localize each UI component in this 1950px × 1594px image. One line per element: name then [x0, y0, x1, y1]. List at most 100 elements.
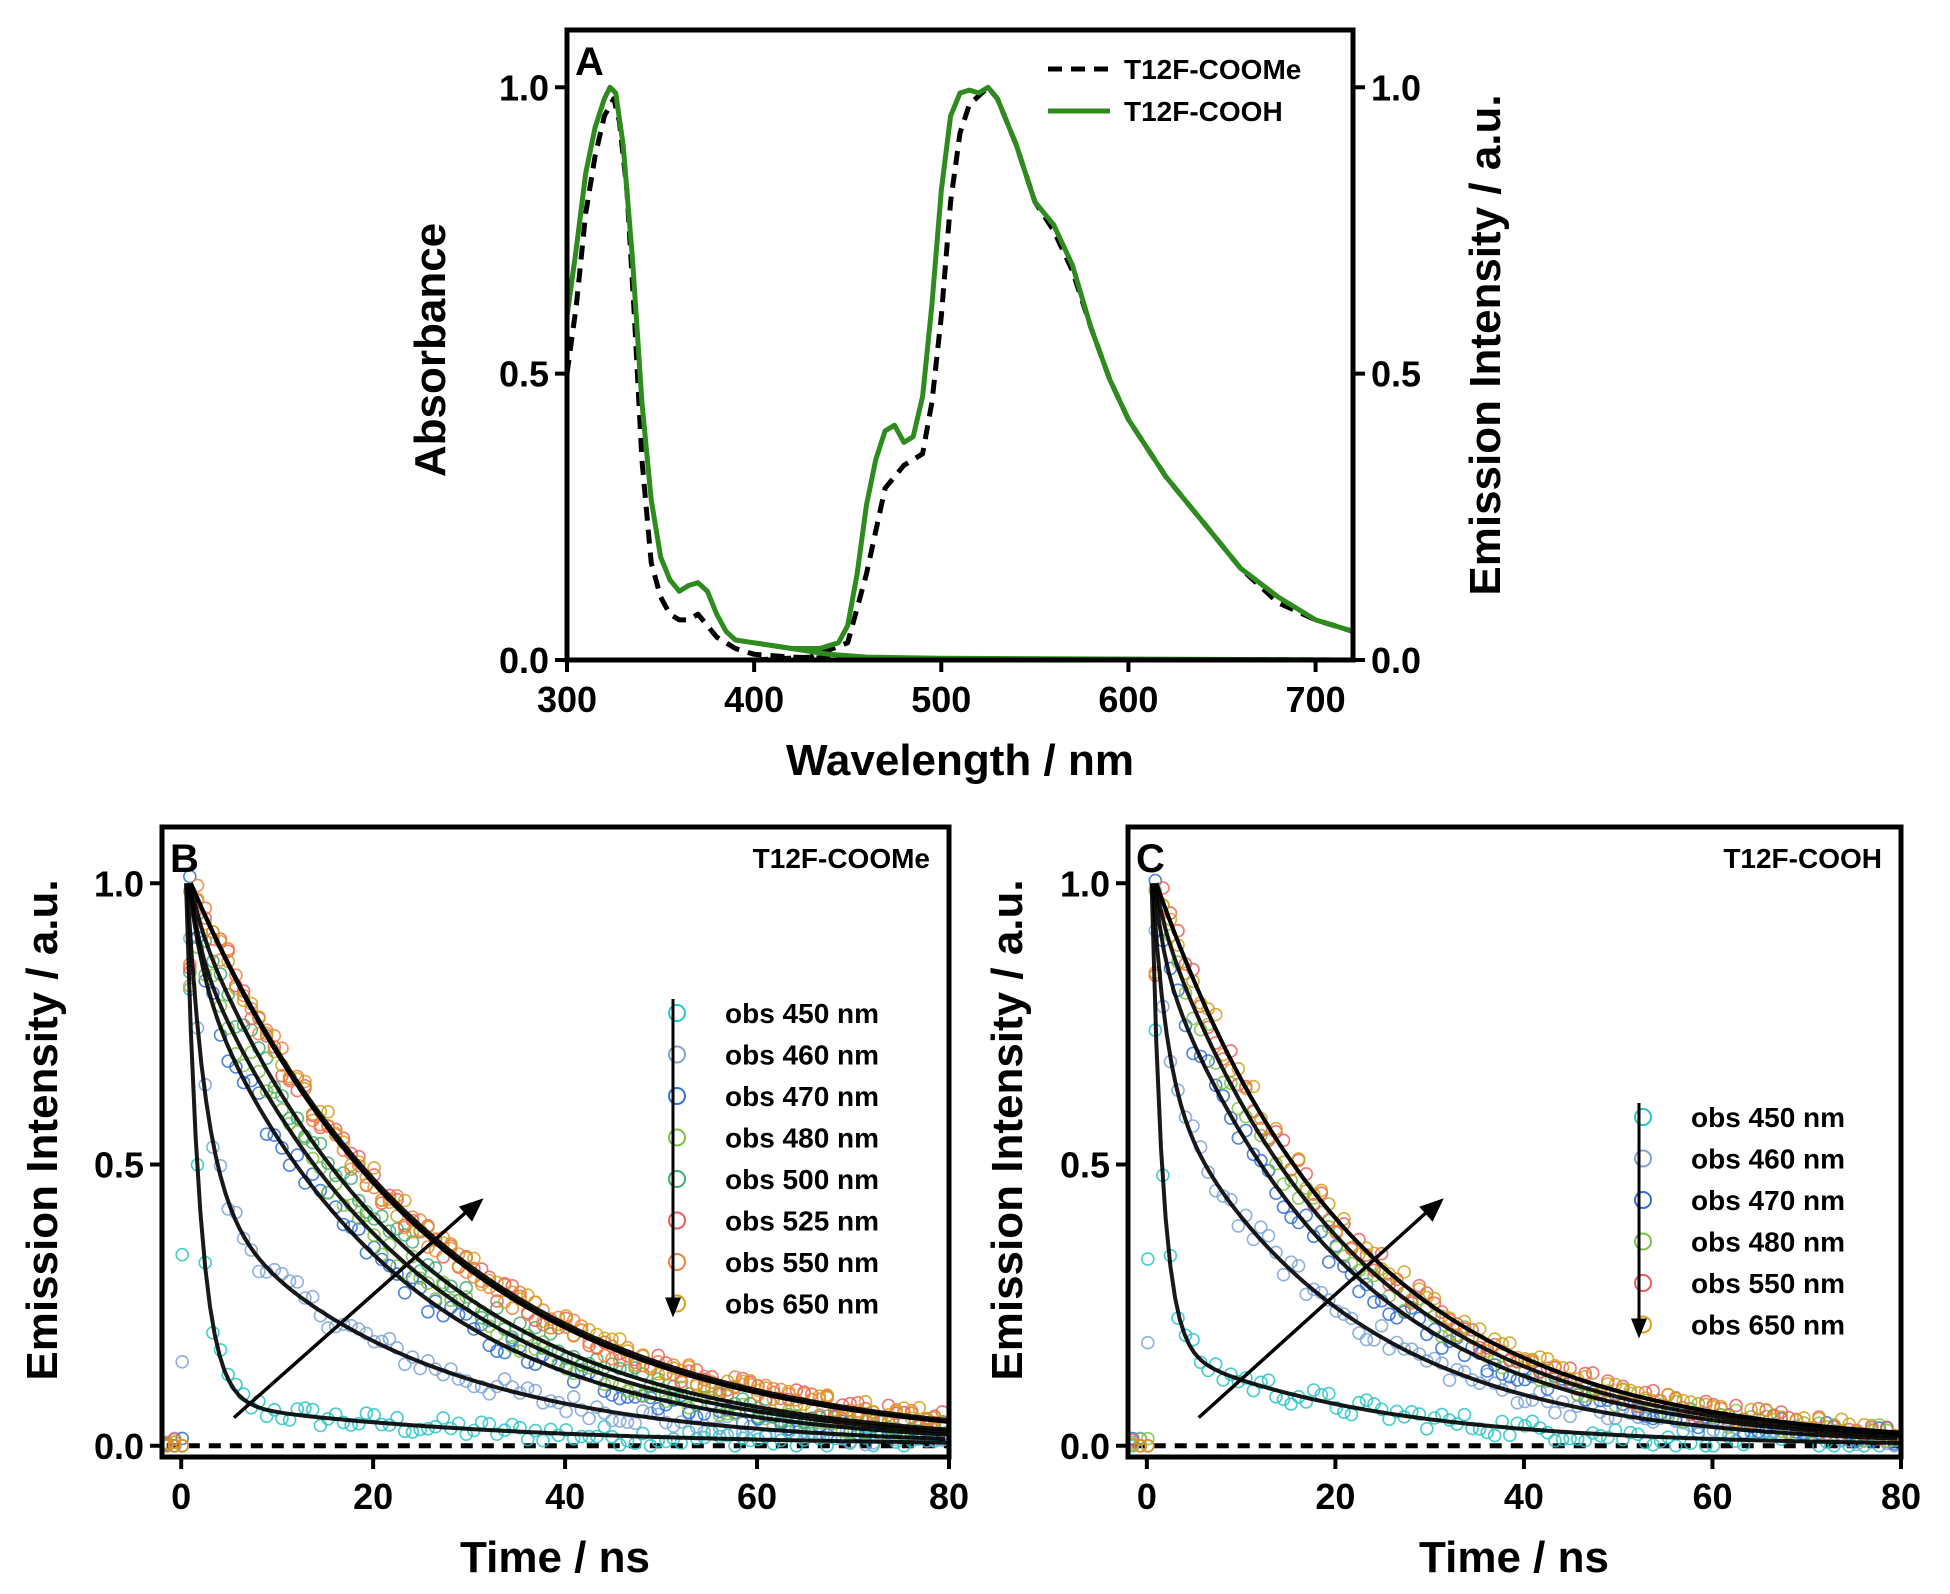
data-point: [421, 1422, 435, 1436]
panel-a-ytick-label-0: 0.0: [499, 640, 549, 681]
panel-a-xtick-label-700: 700: [1286, 679, 1346, 720]
data-point: [712, 1408, 727, 1422]
panel-a-label: A: [575, 40, 604, 84]
panel-c-series-obs-650-nm: [1125, 898, 1902, 1453]
data-point: [1231, 1219, 1246, 1233]
panel-c-fit-obs-460-nm: [1150, 883, 1898, 1441]
data-point: [167, 1435, 182, 1449]
legend-marker-obs-470-nm: [668, 1087, 686, 1105]
data-point: [1427, 1291, 1442, 1306]
legend-marker-obs-550-nm: [1634, 1274, 1652, 1292]
legend-label-obs-550-nm: obs 550 nm: [1691, 1268, 1845, 1299]
data-point: [436, 1411, 451, 1425]
data-point: [421, 1276, 435, 1290]
panel-b-ylabel: Emission Intensity / a.u.: [18, 879, 67, 1380]
data-point: [1344, 1311, 1359, 1326]
data-point: [397, 1286, 412, 1300]
data-point: [1646, 1438, 1660, 1452]
panel-c-ytick-label-2: 1.0: [1060, 863, 1110, 904]
panel-b-fit-obs-460-nm: [185, 883, 946, 1441]
legend-label-obs-460-nm: obs 460 nm: [725, 1040, 879, 1071]
panel-c-ticks: 0 20 40 60 80 0.0 0.5 1.0: [1060, 863, 1921, 1517]
legend-label-t12f-coome: T12F-COOMe: [1124, 54, 1301, 85]
data-point: [1359, 1277, 1374, 1292]
data-point: [1254, 1128, 1268, 1143]
data-point: [305, 1135, 320, 1150]
data-point: [1261, 1228, 1276, 1243]
data-point: [167, 1439, 182, 1453]
panel-c-frame: [1125, 824, 1904, 1460]
panel-c-legend: obs 450 nm obs 460 nm obs 470 nm obs 480 nm…: [1631, 1102, 1845, 1341]
data-point: [382, 1331, 397, 1346]
panel-c-label: C: [1136, 837, 1165, 881]
panel-c-fit-obs-470-nm: [1152, 883, 1900, 1439]
data-point: [1141, 1335, 1155, 1350]
data-point: [689, 1379, 704, 1393]
data-point: [1744, 1402, 1758, 1417]
data-point: [513, 1420, 527, 1435]
panel-a-ytick-label-1: 0.5: [499, 354, 549, 395]
data-point: [1525, 1414, 1540, 1429]
panel-b-fit-obs-480-nm: [187, 883, 949, 1434]
data-point: [1548, 1433, 1562, 1448]
data-point: [858, 1394, 873, 1409]
data-point: [1276, 1177, 1291, 1191]
panel-c-xtick-label-60: 60: [1692, 1476, 1732, 1517]
data-point: [367, 1212, 381, 1226]
panel-b-trend-arrow-head: [458, 1198, 484, 1222]
data-point: [1487, 1428, 1502, 1443]
data-point: [359, 1406, 374, 1420]
panel-a-xtick-label-600: 600: [1098, 679, 1158, 720]
legend-label-obs-450-nm: obs 450 nm: [725, 998, 879, 1029]
data-point: [1337, 1307, 1351, 1321]
panel-b-marks: [160, 827, 950, 1457]
panel-a-marks: [564, 30, 1354, 663]
data-point: [321, 1105, 335, 1119]
data-point: [183, 869, 197, 884]
data-point: [643, 1439, 658, 1453]
legend-marker-obs-460-nm: [1634, 1149, 1652, 1168]
panel-b-xtick-label-20: 20: [353, 1476, 393, 1517]
data-point: [1276, 1267, 1291, 1282]
absorbance-line-t12f-coome: [564, 96, 1354, 663]
data-point: [1510, 1396, 1525, 1410]
panel-c-fit-obs-450-nm: [1149, 883, 1901, 1445]
legend-label-t12f-cooh: T12F-COOH: [1124, 96, 1283, 127]
data-point: [1306, 1187, 1321, 1202]
panel-a-xtick-label-300: 300: [537, 679, 597, 720]
data-point: [1834, 1412, 1849, 1427]
data-point: [1442, 1373, 1457, 1387]
data-point: [175, 1439, 189, 1453]
panel-c-xtick-label-80: 80: [1881, 1476, 1921, 1517]
legend-label-obs-650-nm: obs 650 nm: [725, 1289, 879, 1320]
data-point: [1585, 1366, 1600, 1380]
panel-a-xtick-label-500: 500: [911, 679, 971, 720]
data-point: [674, 1374, 689, 1389]
panel-b-fit-obs-500-nm: [188, 882, 950, 1432]
data-point: [351, 1193, 366, 1208]
legend-marker-obs-480-nm: [668, 1128, 686, 1147]
data-point: [1306, 1282, 1321, 1297]
data-point: [390, 1267, 404, 1281]
data-point: [421, 1305, 435, 1319]
data-point: [459, 1281, 474, 1295]
data-point: [351, 1222, 366, 1236]
panel-b-fit-obs-550-nm: [188, 882, 950, 1424]
panel-b-xtick-label-60: 60: [737, 1476, 777, 1517]
data-point: [1291, 1152, 1306, 1166]
data-point: [1374, 1319, 1389, 1333]
legend-label-obs-470-nm: obs 470 nm: [725, 1081, 879, 1112]
data-point: [397, 1357, 412, 1372]
panel-b-legend: obs 450 nm obs 460 nm obs 470 nm obs 480 nm…: [665, 998, 879, 1320]
data-point: [1239, 1081, 1253, 1096]
data-point: [1503, 1336, 1517, 1350]
legend-marker-obs-480-nm: [1634, 1232, 1652, 1251]
data-point: [1397, 1342, 1411, 1356]
panel-b-label: B: [170, 837, 199, 881]
legend-label-obs-450-nm: obs 450 nm: [1691, 1102, 1845, 1133]
data-point: [720, 1428, 735, 1442]
data-point: [536, 1396, 550, 1410]
data-point: [766, 1437, 781, 1451]
data-point: [912, 1400, 927, 1415]
data-point: [612, 1332, 627, 1346]
